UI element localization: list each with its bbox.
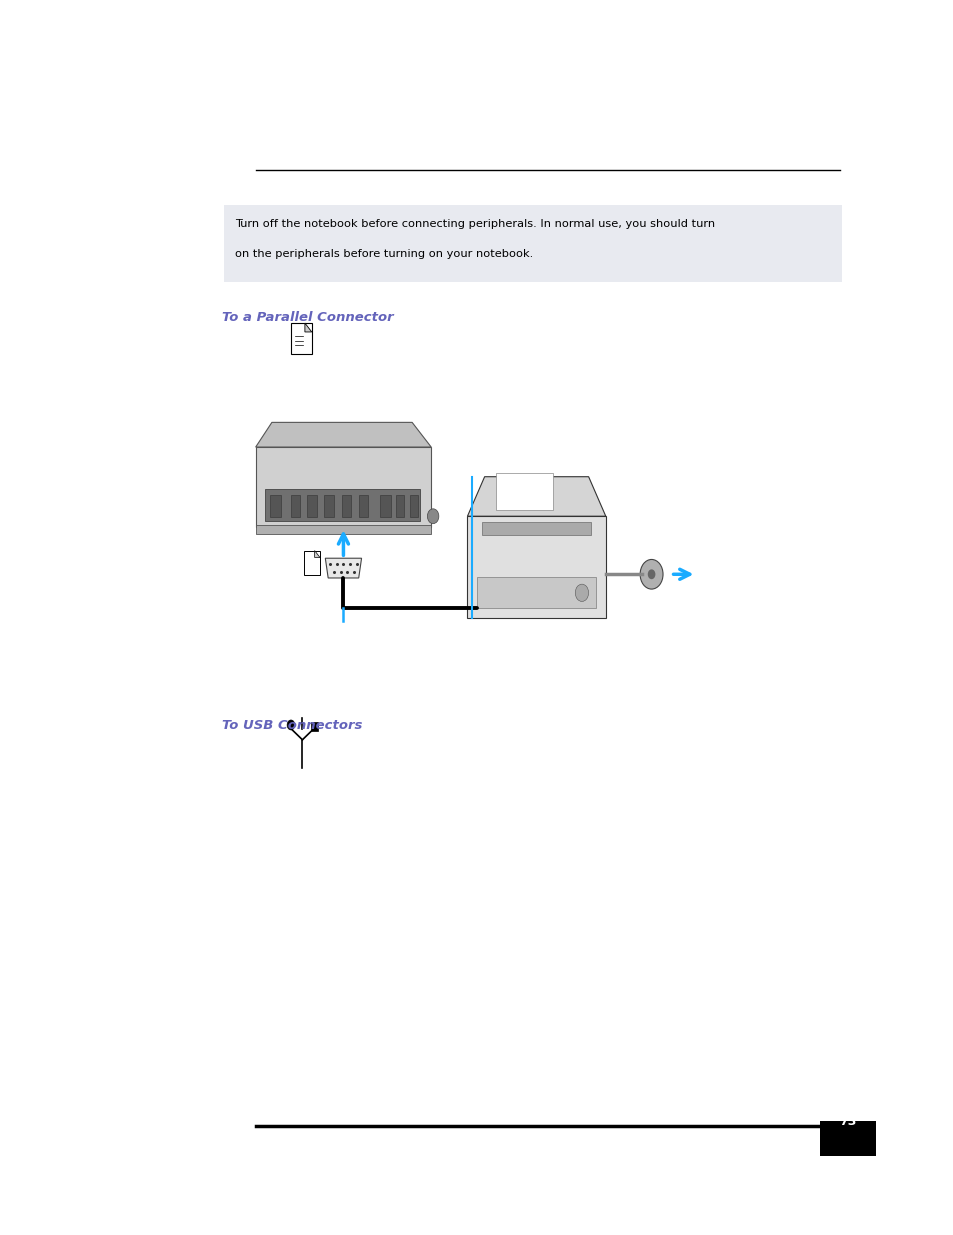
Text: 73: 73 (839, 1115, 856, 1128)
Bar (820, 1121, 875, 1156)
Text: To USB Connectors: To USB Connectors (222, 719, 362, 732)
Polygon shape (314, 551, 319, 557)
Bar (270, 495, 281, 517)
Bar (410, 495, 417, 517)
Bar (265, 489, 419, 521)
Circle shape (647, 569, 655, 579)
Polygon shape (325, 558, 361, 578)
Bar (255, 447, 431, 527)
Text: To a Parallel Connector: To a Parallel Connector (222, 311, 394, 325)
Bar (358, 495, 368, 517)
Bar (324, 495, 334, 517)
Polygon shape (291, 324, 312, 354)
Bar (481, 522, 591, 535)
Circle shape (575, 584, 588, 601)
Bar (476, 577, 596, 608)
Circle shape (427, 509, 438, 524)
Bar (311, 722, 317, 731)
Polygon shape (467, 477, 605, 516)
Bar (341, 495, 351, 517)
Text: on the peripherals before turning on your notebook.: on the peripherals before turning on you… (234, 249, 533, 259)
Bar (255, 525, 431, 534)
Bar (395, 495, 403, 517)
Bar (224, 205, 841, 282)
Circle shape (287, 720, 294, 730)
Bar (467, 516, 605, 618)
Bar (307, 495, 316, 517)
Circle shape (639, 559, 662, 589)
Text: Turn off the notebook before connecting peripherals. In normal use, you should t: Turn off the notebook before connecting … (234, 219, 714, 228)
Bar (496, 473, 553, 510)
Polygon shape (255, 422, 431, 447)
Polygon shape (305, 324, 312, 332)
Bar (379, 495, 391, 517)
Polygon shape (304, 551, 319, 574)
Bar (291, 495, 299, 517)
